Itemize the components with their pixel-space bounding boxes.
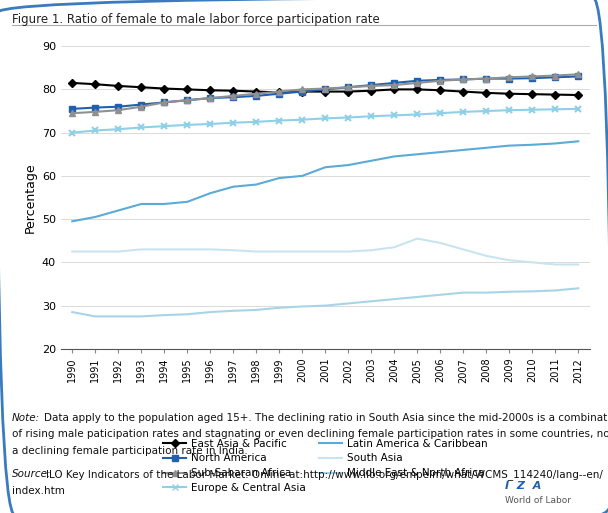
Text: World of Labor: World of Labor (505, 496, 571, 505)
Text: I  Z  A: I Z A (505, 482, 541, 491)
Y-axis label: Percentage: Percentage (23, 162, 36, 233)
Text: Data apply to the population aged 15+. The declining ratio in South Asia since t: Data apply to the population aged 15+. T… (44, 413, 608, 423)
Text: of rising male paticipation rates and stagnating or even declining female partic: of rising male paticipation rates and st… (12, 429, 608, 439)
Text: index.htm: index.htm (12, 486, 65, 496)
Text: a declining female participation rate in India.: a declining female participation rate in… (12, 446, 248, 456)
Legend: East Asia & Pacific, North America, Sub-Saharan Africa, Europe & Central Asia, L: East Asia & Pacific, North America, Sub-… (163, 439, 488, 493)
Text: Note:: Note: (12, 413, 40, 423)
Text: Source:: Source: (12, 469, 52, 479)
Text: Figure 1. Ratio of female to male labor force participation rate: Figure 1. Ratio of female to male labor … (12, 13, 380, 26)
Text: ILO Key Indicators of the Labor Market. Online at:http://www.ilo.org/empelm/what: ILO Key Indicators of the Labor Market. … (46, 469, 603, 480)
